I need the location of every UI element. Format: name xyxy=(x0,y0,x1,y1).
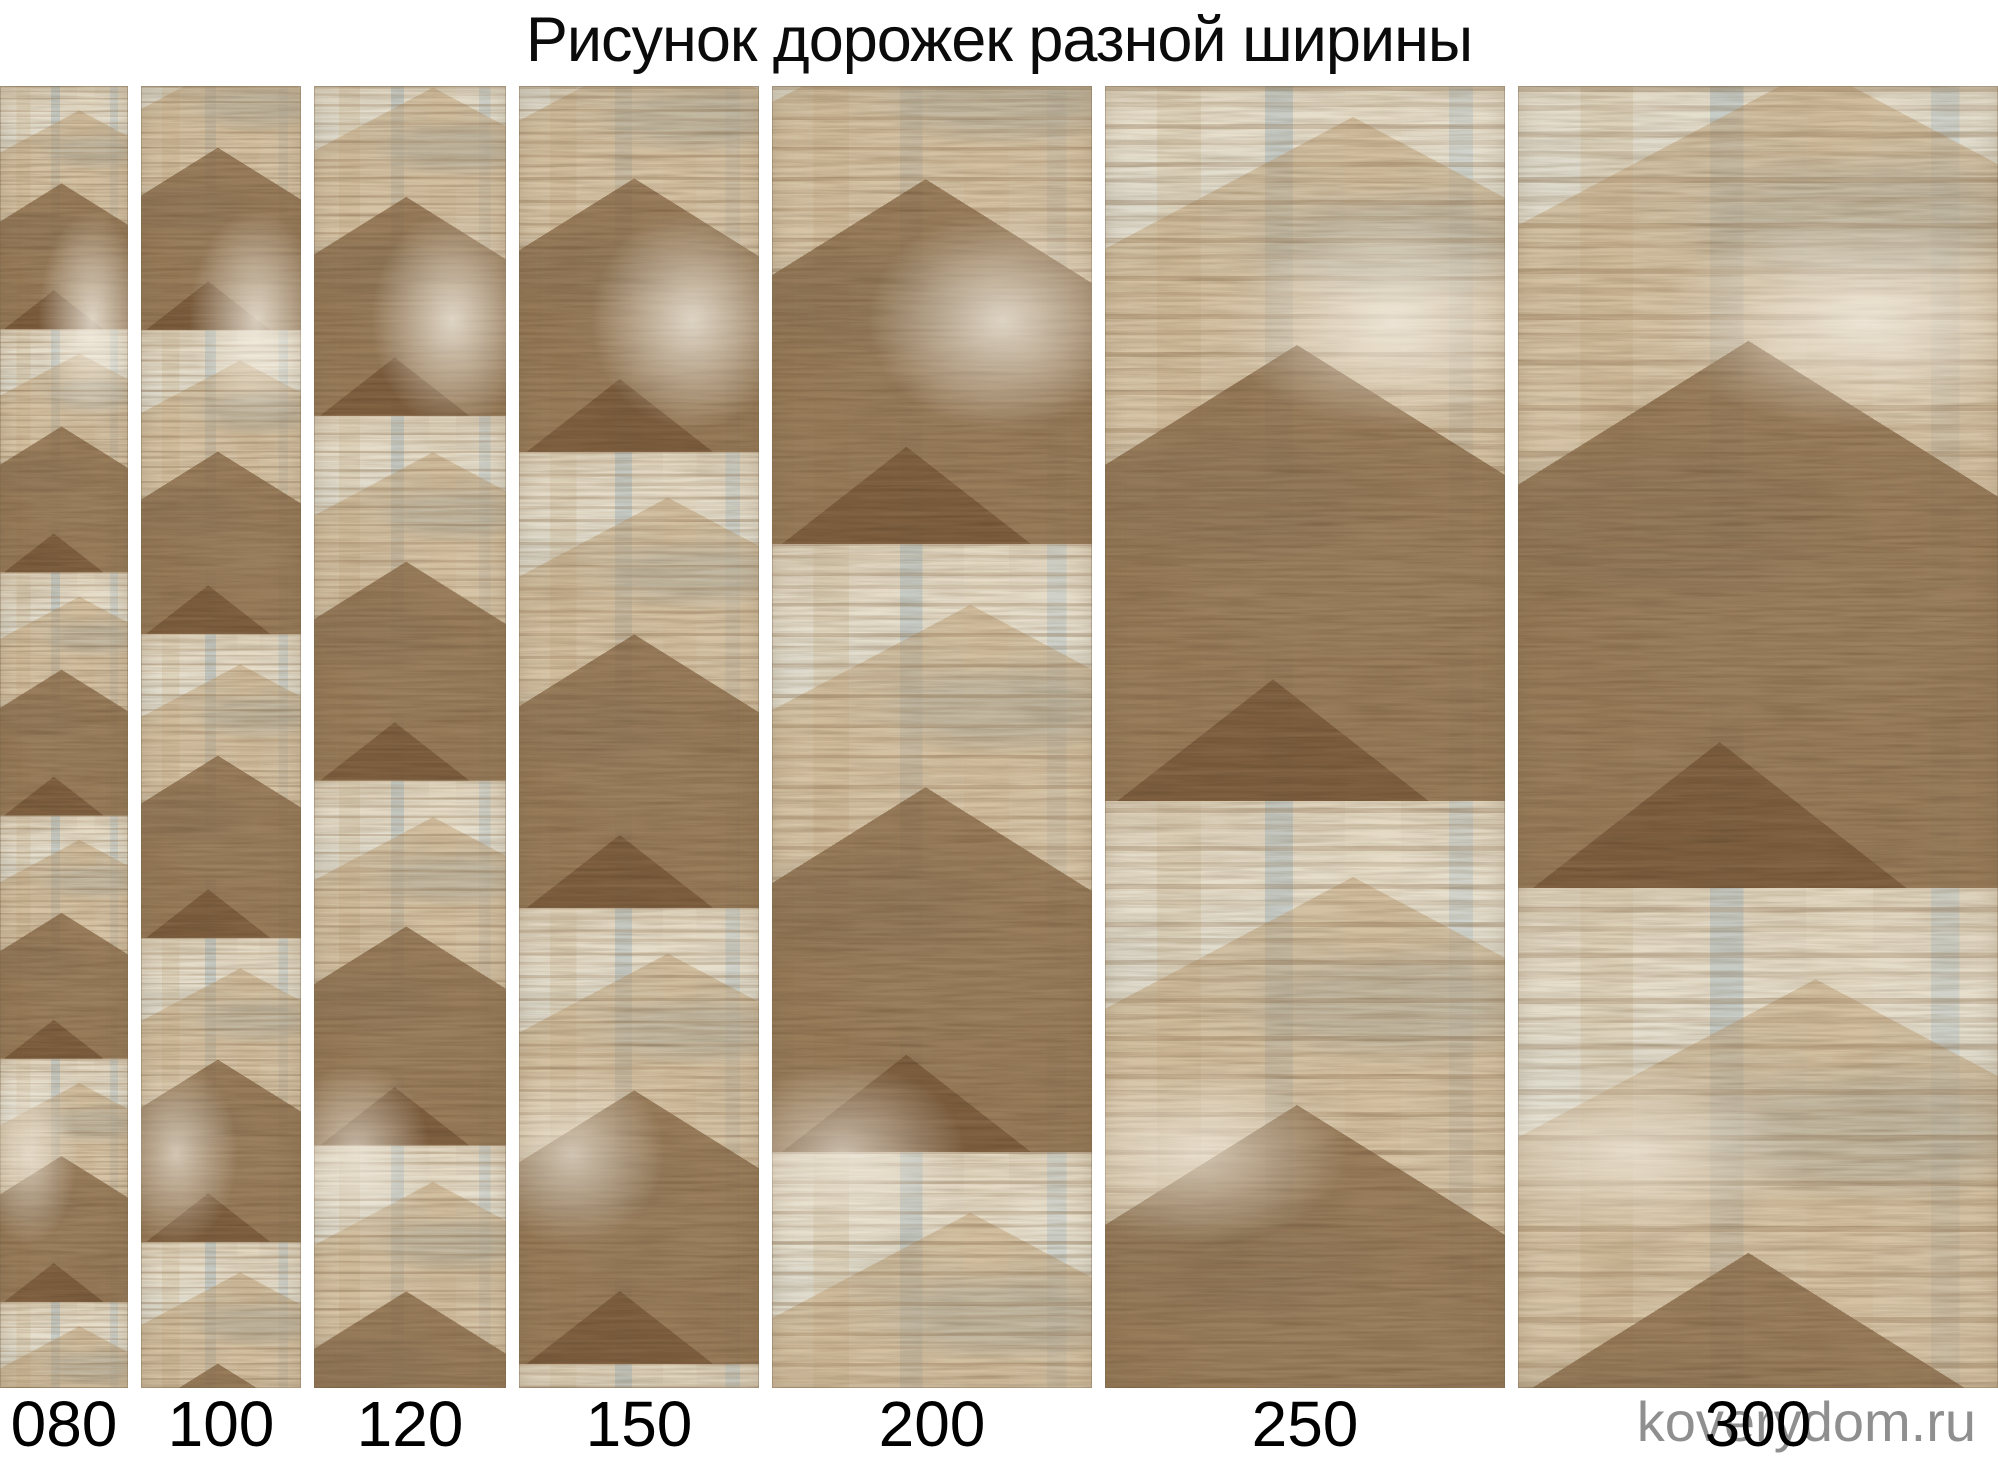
runner-column-120: 120 xyxy=(314,86,506,1460)
carpet-runner-image xyxy=(0,86,128,1388)
label-row: 250 xyxy=(1105,1388,1505,1460)
width-label: 150 xyxy=(585,1388,693,1460)
carpet-runner-image xyxy=(1518,86,1998,1388)
runner-column-300: 300 xyxy=(1518,86,1998,1460)
carpet-runner-image xyxy=(772,86,1092,1388)
label-row: 150 xyxy=(519,1388,759,1460)
carpet-grain-texture xyxy=(1518,86,1998,1388)
runner-column-080: 080 xyxy=(0,86,128,1460)
width-label: 120 xyxy=(356,1388,464,1460)
label-row: 200 xyxy=(772,1388,1092,1460)
runner-column-150: 150 xyxy=(519,86,759,1460)
label-row: 120 xyxy=(314,1388,506,1460)
carpet-grain-texture xyxy=(314,86,506,1388)
carpet-grain-texture xyxy=(1105,86,1505,1388)
label-row: 080 xyxy=(0,1388,128,1460)
width-label: 200 xyxy=(878,1388,986,1460)
runner-strips-row: 080 100 120 150 xyxy=(0,86,1998,1460)
carpet-runner-image xyxy=(314,86,506,1388)
carpet-grain-texture xyxy=(141,86,301,1388)
carpet-grain-texture xyxy=(772,86,1092,1388)
watermark-text: koverydom.ru xyxy=(1636,1390,1976,1453)
carpet-runner-image xyxy=(519,86,759,1388)
carpet-grain-texture xyxy=(0,86,128,1388)
runner-column-100: 100 xyxy=(141,86,301,1460)
carpet-grain-texture xyxy=(519,86,759,1388)
carpet-runner-image xyxy=(1105,86,1505,1388)
runner-column-200: 200 xyxy=(772,86,1092,1460)
width-label: 250 xyxy=(1251,1388,1359,1460)
label-row: 100 xyxy=(141,1388,301,1460)
label-row: 300 xyxy=(1518,1388,1998,1460)
width-label: 080 xyxy=(10,1388,118,1460)
width-label: 100 xyxy=(167,1388,275,1460)
page-title: Рисунок дорожек разной ширины xyxy=(525,5,1473,75)
carpet-runner-image xyxy=(141,86,301,1388)
width-label: 300 xyxy=(1704,1388,1812,1460)
runner-column-250: 250 xyxy=(1105,86,1505,1460)
